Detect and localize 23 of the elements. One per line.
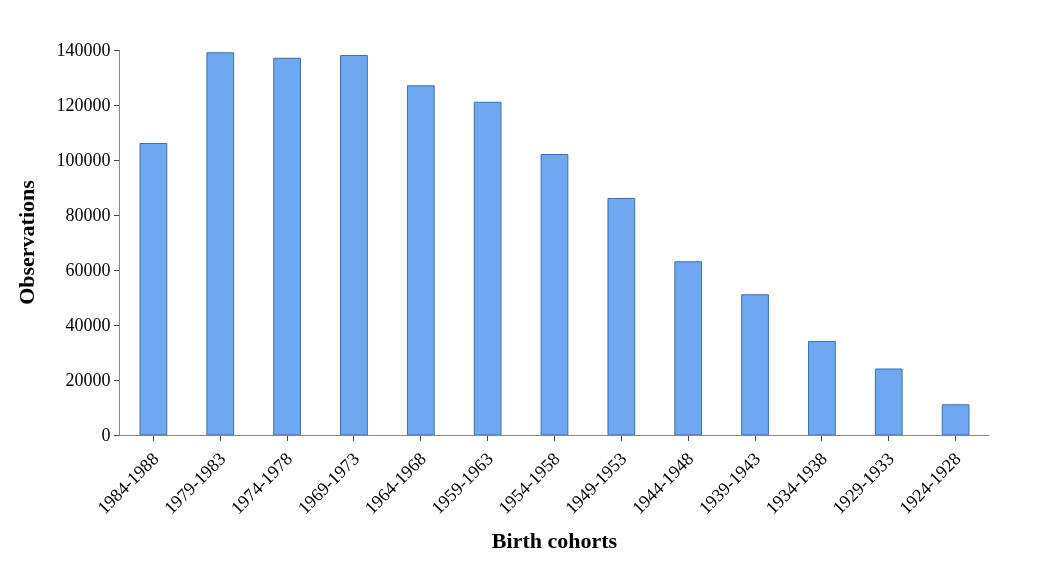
y-tick-label: 140000 (56, 40, 111, 61)
bar (340, 55, 368, 435)
y-tick-label: 80000 (65, 205, 111, 226)
bar (674, 261, 703, 435)
bar (874, 368, 903, 435)
bar (139, 143, 168, 435)
bar (808, 341, 836, 435)
bar (941, 404, 970, 435)
y-tick-label: 20000 (65, 370, 111, 391)
x-axis-title: Birth cohorts (491, 527, 618, 553)
bar (206, 52, 235, 435)
bar (273, 57, 301, 435)
y-tick-label: 0 (101, 425, 111, 446)
bar (540, 154, 569, 435)
y-axis-title: Observations (14, 179, 40, 305)
y-tick-label: 120000 (56, 95, 111, 116)
y-tick-label: 40000 (65, 315, 111, 336)
bar (741, 294, 769, 435)
y-tick-label: 60000 (65, 260, 111, 281)
bar (406, 85, 435, 435)
y-tick-label: 100000 (56, 150, 111, 171)
bar (473, 101, 502, 435)
bar (607, 198, 636, 435)
